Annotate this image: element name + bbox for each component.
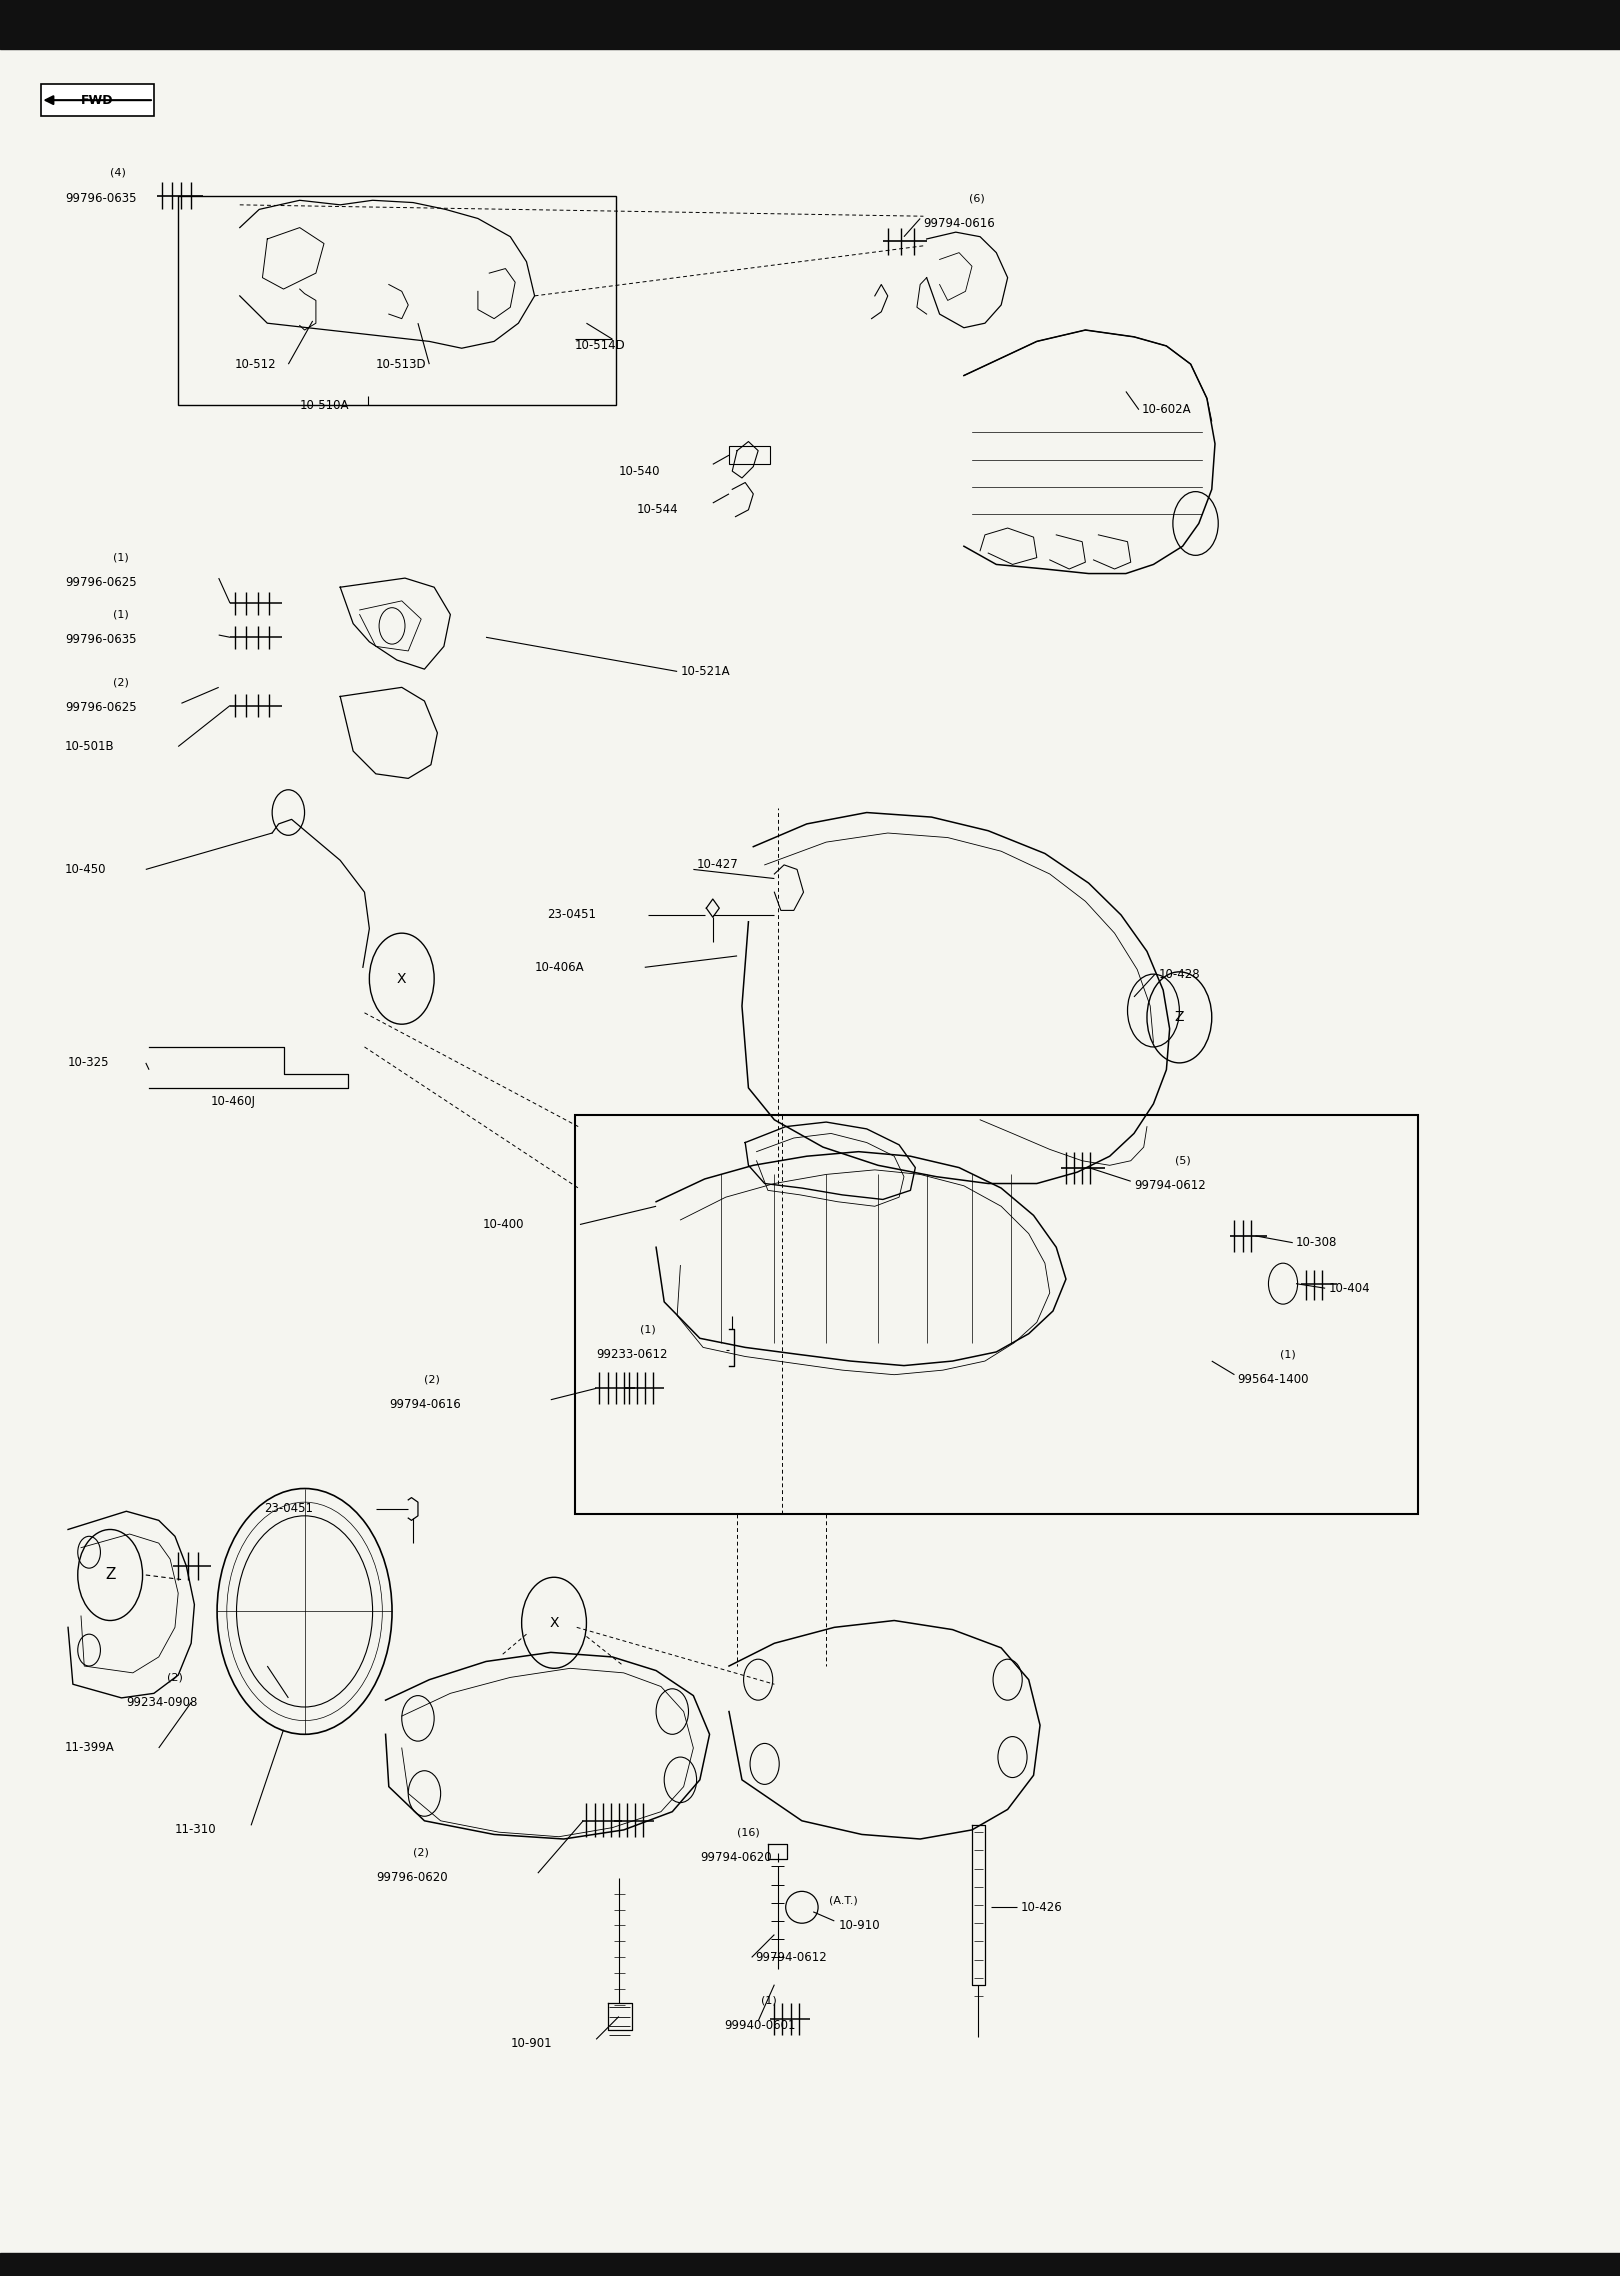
Text: 10-325: 10-325 <box>68 1056 110 1070</box>
Text: (1): (1) <box>1280 1350 1296 1359</box>
Text: 10-514D: 10-514D <box>575 339 625 353</box>
Text: (2): (2) <box>424 1375 441 1384</box>
Text: (A.T.): (A.T.) <box>829 1896 859 1905</box>
Text: 10-460J: 10-460J <box>211 1095 256 1108</box>
Text: 99796-0635: 99796-0635 <box>65 633 136 646</box>
Text: 10-400: 10-400 <box>483 1218 525 1231</box>
Text: (2): (2) <box>113 678 130 687</box>
Text: X: X <box>549 1616 559 1630</box>
Text: 10-406A: 10-406A <box>535 960 585 974</box>
Text: 11-399A: 11-399A <box>65 1741 115 1755</box>
Text: 99233-0612: 99233-0612 <box>596 1347 667 1361</box>
Text: Z: Z <box>105 1568 115 1582</box>
Text: (6): (6) <box>969 193 985 203</box>
Bar <box>575 1115 1418 1514</box>
Bar <box>0 2253 1620 2276</box>
Text: FWD: FWD <box>81 93 113 107</box>
Bar <box>729 446 770 464</box>
Text: (1): (1) <box>113 610 130 619</box>
Text: 99794-0612: 99794-0612 <box>1134 1179 1205 1193</box>
Text: 10-501B: 10-501B <box>65 740 115 753</box>
Text: (5): (5) <box>1174 1156 1191 1165</box>
Text: 99796-0625: 99796-0625 <box>65 576 136 589</box>
Text: 10-513D: 10-513D <box>376 357 426 371</box>
Text: 99794-0616: 99794-0616 <box>923 216 995 230</box>
Text: 99794-0616: 99794-0616 <box>389 1397 460 1411</box>
Text: 10-544: 10-544 <box>637 503 679 517</box>
Text: (1): (1) <box>761 1996 778 2005</box>
Text: 23-0451: 23-0451 <box>548 908 596 922</box>
Text: (4): (4) <box>110 168 126 178</box>
Text: 10-540: 10-540 <box>619 464 661 478</box>
Text: (2): (2) <box>413 1848 429 1857</box>
Text: 10-901: 10-901 <box>510 2037 552 2051</box>
Text: 23-0451: 23-0451 <box>264 1502 313 1516</box>
Text: (2): (2) <box>167 1673 183 1682</box>
Text: (1): (1) <box>113 553 130 562</box>
Text: 99796-0625: 99796-0625 <box>65 701 136 715</box>
Text: Z: Z <box>1174 1011 1184 1024</box>
Text: 10-404: 10-404 <box>1328 1281 1371 1295</box>
Text: 10-426: 10-426 <box>1021 1900 1063 1914</box>
Text: 99796-0620: 99796-0620 <box>376 1871 447 1885</box>
Text: 10-602A: 10-602A <box>1142 403 1192 417</box>
Text: 99940-0601: 99940-0601 <box>724 2019 795 2032</box>
Bar <box>40 84 154 116</box>
Text: 99794-0620: 99794-0620 <box>700 1850 771 1864</box>
Text: 99234-0908: 99234-0908 <box>126 1696 198 1709</box>
Text: (1): (1) <box>640 1325 656 1334</box>
Text: 10-510A: 10-510A <box>300 398 350 412</box>
Text: 10-428: 10-428 <box>1158 967 1200 981</box>
Text: 99564-1400: 99564-1400 <box>1238 1372 1309 1386</box>
Text: 10-521A: 10-521A <box>680 665 731 678</box>
Text: 99796-0635: 99796-0635 <box>65 191 136 205</box>
Text: 10-427: 10-427 <box>697 858 739 872</box>
Text: 10-512: 10-512 <box>235 357 277 371</box>
Text: 10-308: 10-308 <box>1296 1236 1338 1250</box>
Text: (16): (16) <box>737 1828 760 1837</box>
Text: 11-310: 11-310 <box>175 1823 217 1837</box>
Bar <box>178 196 616 405</box>
Bar <box>0 0 1620 48</box>
Text: 10-450: 10-450 <box>65 863 107 876</box>
Text: 99794-0612: 99794-0612 <box>755 1951 826 1964</box>
Text: 10-910: 10-910 <box>839 1919 881 1932</box>
Text: X: X <box>397 972 407 986</box>
